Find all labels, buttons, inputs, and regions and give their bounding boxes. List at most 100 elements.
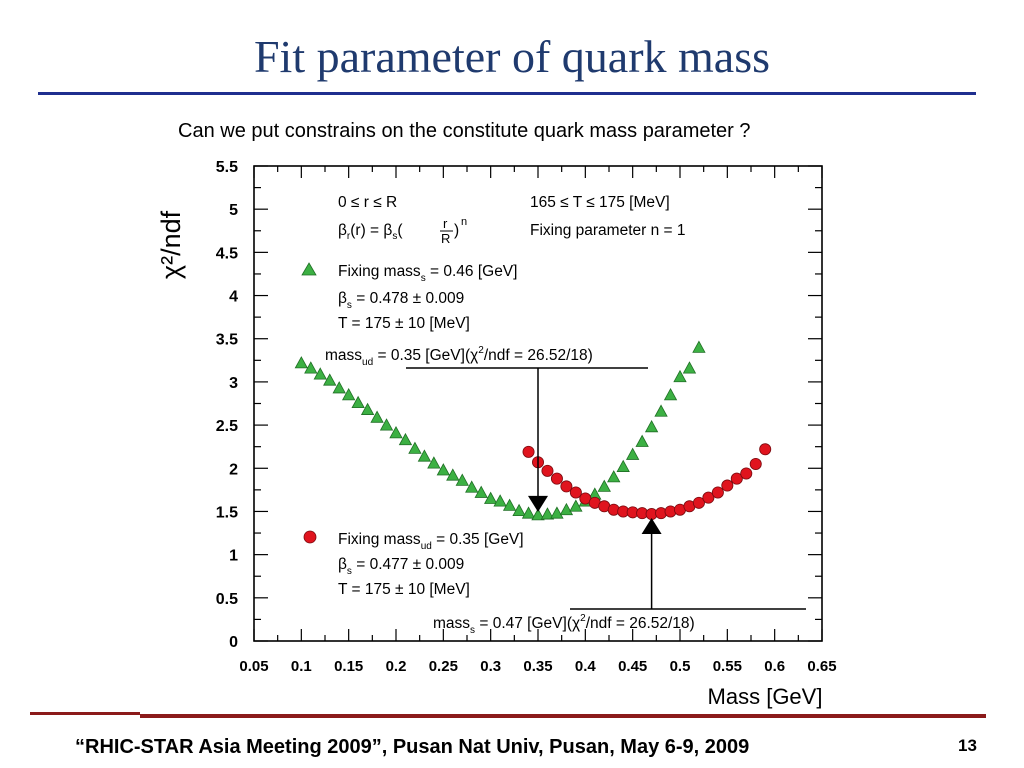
red-circle-point <box>541 464 554 477</box>
green-triangle-point <box>474 485 488 498</box>
y-tick-label: 1 <box>229 548 238 565</box>
green-triangle-point <box>512 503 526 516</box>
y-tick-label: 5.5 <box>216 159 238 176</box>
y-axis-label: χ²/ndf <box>156 210 186 279</box>
series-mass-s-fixed <box>294 340 706 521</box>
green-triangle-point <box>417 449 432 462</box>
green-triangle-point <box>323 373 337 386</box>
green-triangle-point <box>341 388 356 401</box>
beta-open-paren: ( <box>397 222 403 239</box>
frac-numerator: r <box>443 216 448 231</box>
y-tick-label: 5 <box>229 202 238 219</box>
green-triangle-point <box>483 491 498 504</box>
frac-exponent: n <box>461 216 467 228</box>
x-tick-label: 0.05 <box>239 658 268 675</box>
green-triangle-point <box>521 506 536 519</box>
red-legend: Fixing massud = 0.35 [GeV] βs = 0.477 ± … <box>303 530 524 598</box>
green-triangle-point <box>408 441 422 454</box>
y-tick-label: 3.5 <box>216 332 238 349</box>
x-tick-label: 0.45 <box>618 658 647 675</box>
green-triangle-point <box>692 340 706 353</box>
red-circle-point <box>730 472 743 485</box>
green-triangle-point <box>436 463 451 476</box>
red-circle-point <box>711 486 724 499</box>
x-tick-label: 0.35 <box>523 658 552 675</box>
green-triangle-point <box>635 434 649 447</box>
green-triangle-point <box>370 410 384 423</box>
green-triangle-point <box>502 498 517 511</box>
red-circle-point <box>702 491 715 504</box>
green-triangle-point <box>682 361 697 374</box>
green-T-label: T = 175 ± 10 [MeV] <box>338 315 470 332</box>
red-legend-marker <box>303 530 317 544</box>
green-triangle-point <box>351 395 365 409</box>
green-triangle-point <box>625 447 640 460</box>
green-triangle-point <box>313 367 327 380</box>
x-tick-label: 0.3 <box>480 658 501 675</box>
green-triangle-point <box>531 508 545 521</box>
green-triangle-point <box>389 426 403 439</box>
arrow-s-head <box>641 518 662 535</box>
tick-labels: 0.05 0.1 0.15 0.2 0.25 0.3 0.35 0.4 0.45 0.5 0.55 0… <box>216 159 837 675</box>
arrow-ud-head <box>528 495 548 512</box>
x-tick-label: 0.15 <box>334 658 363 675</box>
frac-close: ) <box>454 222 459 239</box>
footer-rule-left <box>30 712 140 715</box>
series-mass-ud-fixed <box>522 443 772 521</box>
y-tick-label: 0 <box>229 634 238 651</box>
beta-eq: (r) = β <box>350 222 392 239</box>
y-tick-label: 2 <box>229 461 238 478</box>
green-triangle-point <box>446 468 460 481</box>
green-triangle-point <box>493 494 507 507</box>
red-circle-point <box>740 467 753 480</box>
green-triangle-point <box>360 402 375 415</box>
red-T-label: T = 175 ± 10 [MeV] <box>338 581 470 598</box>
annotation-range-r: 0 ≤ r ≤ R <box>338 194 397 211</box>
x-tick-label: 0.65 <box>807 658 836 675</box>
x-tick-label: 0.55 <box>713 658 742 675</box>
annotation-range-T: 165 ≤ T ≤ 175 [MeV] <box>530 194 670 211</box>
green-legend: Fixing masss = 0.46 [GeV] βs = 0.478 ± 0… <box>301 262 517 332</box>
green-triangle-point <box>616 459 630 472</box>
red-circle-point <box>569 486 582 499</box>
y-tick-label: 4.5 <box>216 245 238 262</box>
red-circle-point <box>749 457 762 470</box>
red-circle-point <box>759 443 772 456</box>
red-circle-point <box>522 445 535 458</box>
slide-title: Fit parameter of quark mass <box>253 31 771 82</box>
x-tick-label: 0.25 <box>429 658 458 675</box>
green-triangle-point <box>550 506 564 519</box>
x-tick-label: 0.2 <box>386 658 407 675</box>
annotation-fixing-n: Fixing parameter n = 1 <box>530 222 686 239</box>
x-tick-label: 0.6 <box>764 658 785 675</box>
green-triangle-point <box>304 361 318 374</box>
green-triangle-point <box>540 507 555 520</box>
green-triangle-point <box>607 470 621 483</box>
frac-denominator: R <box>441 231 450 246</box>
green-triangle-point <box>644 419 659 433</box>
green-triangle-point <box>398 432 413 446</box>
minimum-arrows <box>528 368 662 609</box>
y-tick-label: 4 <box>229 289 238 306</box>
green-triangle-point <box>455 473 469 486</box>
green-triangle-point <box>569 499 583 512</box>
green-triangle-point <box>663 388 678 401</box>
y-tick-label: 0.5 <box>216 591 238 608</box>
green-triangle-point <box>332 381 346 394</box>
footer-citation: “RHIC-STAR Asia Meeting 2009”, Pusan Nat… <box>75 736 750 758</box>
min-ud-label: massud = 0.35 [GeV](χ2/ndf = 26.52/18) <box>325 345 593 368</box>
green-legend-label: Fixing masss = 0.46 [GeV] <box>338 263 517 284</box>
chi2-vs-mass-chart: 0.05 0.1 0.15 0.2 0.25 0.3 0.35 0.4 0.45 0.5 0.55 0… <box>156 159 837 709</box>
title-rule <box>38 92 976 95</box>
red-circle-point <box>550 472 563 485</box>
x-tick-label: 0.1 <box>291 658 312 675</box>
minimum-annotations: massud = 0.35 [GeV](χ2/ndf = 26.52/18) m… <box>325 345 806 636</box>
green-triangle-point <box>294 356 309 369</box>
green-triangle-point <box>654 404 668 417</box>
green-triangle-point <box>559 502 574 516</box>
slide-subtitle: Can we put constrains on the constitute … <box>178 120 751 142</box>
red-circle-point <box>692 496 705 509</box>
y-tick-label: 3 <box>229 375 238 392</box>
green-triangle-point <box>379 418 394 431</box>
x-axis-label: Mass [GeV] <box>708 684 823 709</box>
